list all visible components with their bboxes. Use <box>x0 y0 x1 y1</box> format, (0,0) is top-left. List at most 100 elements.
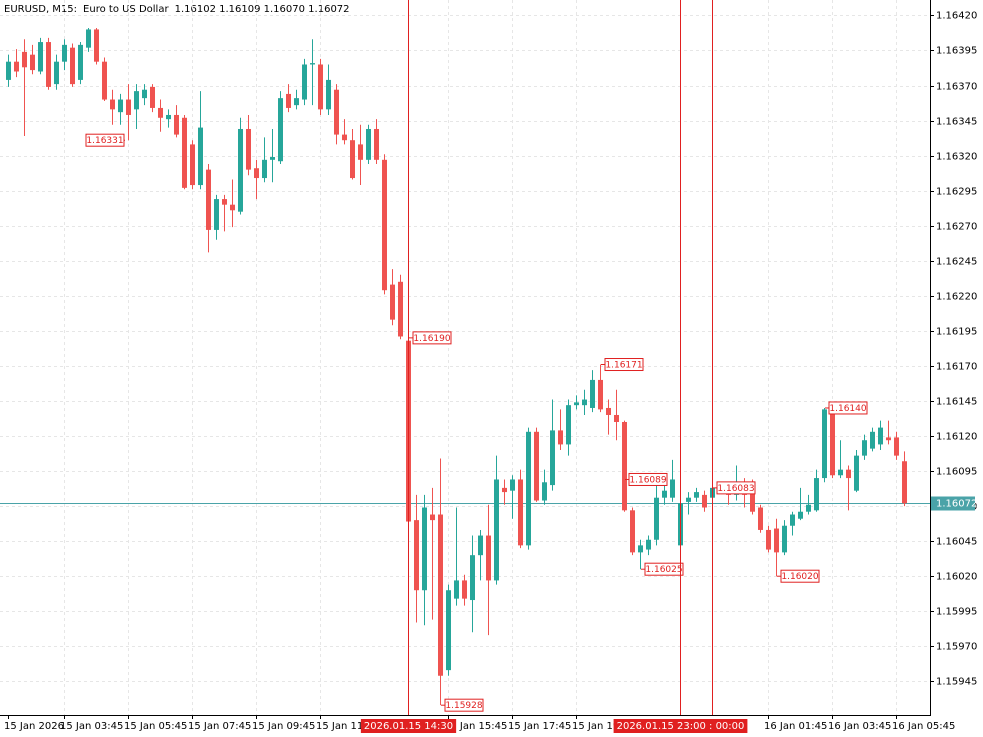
candle-body <box>894 437 899 456</box>
candle-body <box>526 431 531 546</box>
annotation-box <box>85 133 125 147</box>
candle-body <box>510 479 515 491</box>
candle-body <box>326 79 331 110</box>
candle-body <box>222 199 227 205</box>
candle-body <box>878 427 883 445</box>
candle-body <box>574 402 579 406</box>
annotation-label: 1.16190 <box>413 334 450 344</box>
annotation-label: 1.16331 <box>86 136 123 146</box>
candle-body <box>502 487 507 493</box>
x-tick-label: 15 Jan 03:45 <box>60 721 123 732</box>
y-tick-label: 1.15995 <box>936 607 977 618</box>
x-tick-label: 15 Jan 09:45 <box>252 721 315 732</box>
candle-body <box>830 409 835 476</box>
candle-body <box>814 478 819 511</box>
candle-body <box>230 204 235 211</box>
description: Euro to US Dollar <box>83 4 169 15</box>
candle-body <box>270 157 275 160</box>
x-tick-label: 16 Jan 01:45 <box>764 721 827 732</box>
candle-body <box>334 89 339 135</box>
candle-body <box>694 492 699 498</box>
header-prices: 1.16102 1.16109 1.16070 1.16072 <box>175 4 350 15</box>
candle-body <box>302 64 307 100</box>
candle-body <box>550 430 555 486</box>
y-tick-label: 1.16295 <box>936 187 977 198</box>
candle-body <box>790 514 795 526</box>
candle-body <box>622 421 627 511</box>
candle-body <box>438 514 443 676</box>
candle-body <box>142 89 147 99</box>
candle-body <box>278 98 283 162</box>
candle-body <box>358 144 363 160</box>
candle-body <box>534 431 539 501</box>
chart-header: EURUSD, M15: Euro to US Dollar 1.16102 1.1… <box>4 4 350 15</box>
candle-body <box>590 379 595 408</box>
candle-body <box>870 431 875 449</box>
y-tick-label: 1.16095 <box>936 467 977 478</box>
candle-body <box>350 140 355 179</box>
candle-body <box>158 107 163 118</box>
vline-label: 2026.01.15 14:30 <box>364 721 453 732</box>
annotation-box <box>780 569 820 583</box>
vline-label-box <box>613 719 748 733</box>
candle-body <box>486 535 491 581</box>
candle-body <box>774 528 779 553</box>
y-tick-label: 1.16220 <box>936 292 977 303</box>
candle-body <box>662 490 667 498</box>
candle-body <box>702 494 707 508</box>
candle-body <box>454 580 459 599</box>
y-tick-label: 1.15945 <box>936 677 977 688</box>
current-price-box <box>931 496 975 511</box>
candle-body <box>750 487 755 512</box>
candle-body <box>62 44 67 62</box>
candle-body <box>6 61 11 80</box>
candle-body <box>478 535 483 556</box>
annotation-box <box>628 472 668 486</box>
candle-body <box>566 405 571 445</box>
candle-body <box>206 169 211 230</box>
candle-body <box>46 42 51 87</box>
candle-body <box>646 539 651 550</box>
candle-body <box>630 510 635 553</box>
candle-body <box>310 63 315 65</box>
candle-body <box>182 117 187 188</box>
candle-body <box>198 127 203 186</box>
y-tick-label: 1.16320 <box>936 152 977 163</box>
y-tick-label: 1.16045 <box>936 537 977 548</box>
annotation-box <box>644 562 684 576</box>
candle-body <box>54 61 59 85</box>
candle-body <box>414 520 419 591</box>
candle-body <box>598 379 603 410</box>
candle-body <box>238 128 243 212</box>
candle-body <box>254 168 259 179</box>
annotation-box <box>444 698 484 712</box>
x-tick-label: 15 Jan 17:45 <box>508 721 571 732</box>
candle-body <box>102 61 107 100</box>
x-tick-label: 15 Jan 05:45 <box>124 721 187 732</box>
candle-body <box>838 469 843 476</box>
y-tick-label: 1.16195 <box>936 327 977 338</box>
candle-body <box>318 64 323 110</box>
annotation-label: 1.16171 <box>605 361 642 371</box>
candle-body <box>190 144 195 186</box>
candle-body <box>294 98 299 106</box>
candle-body <box>174 114 179 135</box>
candle-body <box>118 99 123 113</box>
candle-body <box>126 99 131 115</box>
candle-body <box>798 511 803 519</box>
x-tick-label: 16 Jan 05:45 <box>892 721 955 732</box>
candle-body <box>582 399 587 406</box>
candle-body <box>134 91 139 110</box>
y-tick-label: 1.16245 <box>936 257 977 268</box>
candle-body <box>542 482 547 501</box>
candle-body <box>366 128 371 160</box>
y-tick-label: 1.16020 <box>936 572 977 583</box>
candle-body <box>30 54 35 71</box>
candle-body <box>86 29 91 48</box>
candle-body <box>22 51 27 68</box>
x-tick-label: 15 Jan 19:45 <box>572 721 635 732</box>
annotation-label: 1.16025 <box>645 565 682 575</box>
current-price-label: 1.16072 <box>936 499 977 510</box>
